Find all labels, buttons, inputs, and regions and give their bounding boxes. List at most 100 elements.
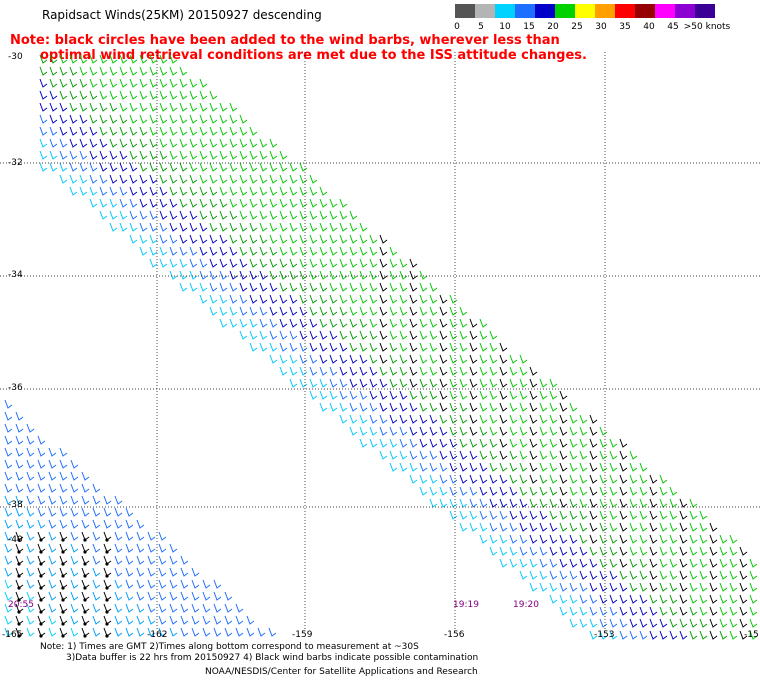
wind-barb (539, 462, 548, 472)
wind-barb (159, 78, 168, 88)
wind-barb (191, 591, 200, 601)
wind-barb (246, 615, 255, 625)
wind-barb (509, 558, 518, 568)
wind-barb (159, 102, 168, 112)
wind-barb (739, 630, 748, 640)
wind-barb (269, 198, 278, 208)
wind-barb (419, 342, 428, 352)
wind-barb (399, 294, 408, 304)
wind-barb (289, 246, 298, 256)
wind-barb (199, 150, 208, 160)
wind-barb (99, 90, 108, 100)
wind-barb (119, 210, 128, 220)
wind-barb (129, 126, 138, 136)
wind-barb (224, 627, 233, 637)
wind-barb (369, 246, 378, 256)
wind-barb (119, 54, 128, 64)
wind-barb (449, 438, 458, 448)
wind-barb (499, 390, 508, 400)
wind-barb (439, 486, 448, 496)
wind-barb (109, 186, 118, 196)
wind-barb (37, 471, 46, 481)
wind-barb (339, 306, 348, 316)
wind-barb (749, 570, 758, 580)
wind-barb (169, 90, 178, 100)
wind-barb (169, 222, 178, 232)
wind-barb (4, 483, 13, 493)
wind-barb (309, 270, 318, 280)
wind-barb (169, 186, 178, 196)
wind-barb (369, 378, 378, 388)
wind-barb (59, 471, 68, 481)
wind-barb (569, 486, 578, 496)
wind-barb (609, 522, 618, 532)
wind-barb (299, 174, 308, 184)
wind-barb (199, 162, 208, 172)
wind-barb (649, 474, 658, 484)
wind-barb (48, 567, 57, 577)
wind-barb (669, 618, 678, 628)
wind-barb (189, 102, 198, 112)
wind-barb (191, 603, 200, 613)
wind-barb (319, 282, 328, 292)
wind-barb (249, 174, 258, 184)
wind-barb (439, 306, 448, 316)
wind-barb (48, 459, 57, 469)
wind-barb (49, 162, 58, 172)
wind-barb (639, 498, 648, 508)
wind-barb (59, 483, 68, 493)
wind-barb (479, 510, 488, 520)
wind-barb (99, 174, 108, 184)
wind-barb (709, 522, 718, 532)
wind-barb (289, 330, 298, 340)
wind-barb (125, 615, 134, 625)
wind-barb (569, 462, 578, 472)
wind-barb (59, 102, 68, 112)
wind-barb (519, 378, 528, 388)
wind-barb (439, 378, 448, 388)
wind-barb (609, 534, 618, 544)
wind-barb (379, 342, 388, 352)
wind-barb (269, 270, 278, 280)
wind-barb (609, 498, 618, 508)
wind-barb (249, 318, 258, 328)
wind-barb (499, 402, 508, 412)
wind-barb (229, 138, 238, 148)
wind-barb (179, 210, 188, 220)
wind-barb (719, 594, 728, 604)
wind-barb (59, 114, 68, 124)
wind-barb (599, 534, 608, 544)
wind-barb (79, 54, 88, 64)
wind-barb (329, 342, 338, 352)
wind-barb (599, 606, 608, 616)
wind-barb (119, 78, 128, 88)
wind-barb (199, 102, 208, 112)
wind-barb (539, 390, 548, 400)
wind-barb (489, 450, 498, 460)
wind-barb (219, 258, 228, 268)
contamination-dot (39, 550, 43, 554)
wind-barb (259, 162, 268, 172)
wind-barb (235, 603, 244, 613)
wind-barb (279, 366, 288, 376)
wind-barb (679, 594, 688, 604)
wind-barb (15, 519, 24, 529)
wind-barb (639, 510, 648, 520)
wind-barb (229, 246, 238, 256)
wind-barb (539, 546, 548, 556)
wind-barb (459, 402, 468, 412)
wind-barb (689, 546, 698, 556)
wind-barb (79, 138, 88, 148)
wind-barb (359, 234, 368, 244)
wind-barb (129, 90, 138, 100)
wind-barb (239, 330, 248, 340)
wind-barb (589, 606, 598, 616)
wind-barb (599, 486, 608, 496)
wind-barb (329, 378, 338, 388)
wind-barb (4, 615, 13, 625)
wind-barb (479, 354, 488, 364)
wind-barb (249, 126, 258, 136)
wind-barb (589, 618, 598, 628)
wind-barb (169, 627, 178, 637)
wind-barb (659, 474, 668, 484)
